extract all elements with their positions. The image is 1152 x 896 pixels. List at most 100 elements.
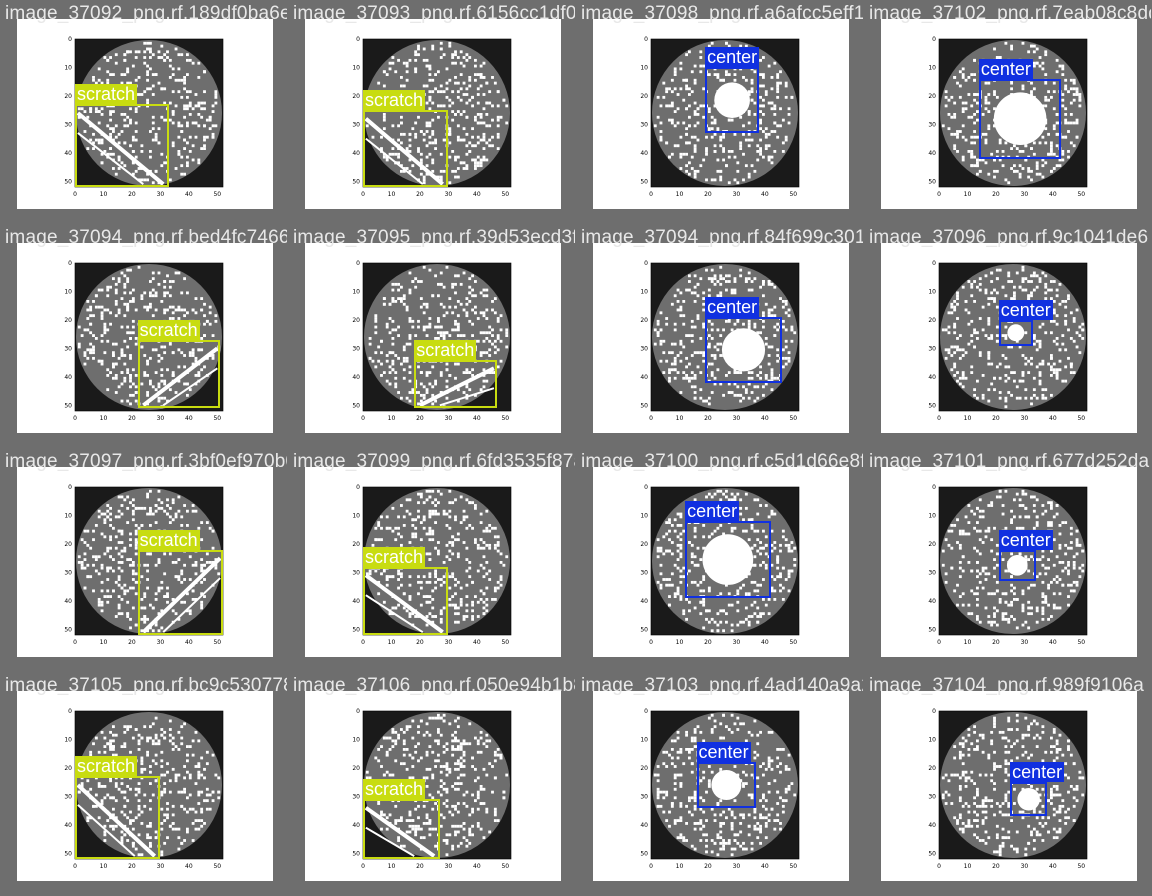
die-pixel — [177, 790, 181, 794]
die-pixel — [465, 297, 469, 300]
die-pixel — [696, 294, 700, 298]
die-pixel — [454, 578, 457, 581]
die-pixel — [710, 277, 714, 281]
die-pixel — [756, 396, 760, 400]
die-pixel — [171, 121, 175, 125]
die-pixel — [109, 518, 112, 522]
die-pixel — [140, 93, 144, 96]
die-pixel — [92, 348, 95, 352]
die-pixel — [89, 351, 93, 355]
die-pixel — [787, 356, 791, 360]
die-pixel — [693, 113, 697, 116]
die-pixel — [391, 606, 395, 610]
die-pixel — [183, 314, 186, 318]
die-pixel — [953, 325, 957, 329]
die-pixel — [188, 609, 192, 613]
die-pixel — [1021, 609, 1025, 613]
die-pixel — [123, 274, 127, 278]
y-tick-label: 40 — [64, 374, 72, 381]
die-pixel — [476, 121, 480, 125]
die-pixel — [485, 113, 489, 116]
die-pixel — [439, 41, 443, 45]
y-tick-label: 20 — [640, 541, 648, 548]
die-pixel — [200, 600, 204, 604]
die-pixel — [468, 78, 472, 82]
die-pixel — [750, 603, 754, 607]
die-pixel — [1041, 175, 1045, 179]
center-bounding-box — [685, 521, 771, 598]
die-pixel — [109, 371, 112, 374]
die-pixel — [1030, 280, 1033, 283]
die-pixel — [505, 331, 509, 335]
die-pixel — [753, 101, 757, 105]
die-pixel — [779, 575, 782, 579]
die-pixel — [166, 368, 169, 372]
image-filename: image_37097_png.rf.3bf0ef970b0d4eb17444 — [5, 451, 287, 472]
die-pixel — [1055, 132, 1059, 136]
die-pixel — [174, 827, 178, 831]
die-pixel — [1032, 342, 1036, 346]
die-pixel — [479, 64, 483, 68]
die-pixel — [428, 509, 432, 513]
die-pixel — [197, 776, 201, 780]
die-pixel — [485, 529, 489, 533]
die-pixel — [431, 101, 435, 105]
die-pixel — [191, 351, 195, 355]
die-pixel — [434, 382, 437, 386]
die-pixel — [428, 572, 432, 576]
die-pixel — [471, 144, 474, 148]
die-pixel — [448, 598, 452, 601]
die-pixel — [382, 127, 386, 131]
die-pixel — [719, 138, 723, 142]
die-pixel — [679, 552, 683, 556]
die-pixel — [134, 538, 138, 542]
die-pixel — [126, 70, 130, 74]
die-pixel — [126, 50, 130, 54]
die-pixel — [1030, 294, 1033, 298]
die-pixel — [688, 600, 691, 604]
die-pixel — [1041, 67, 1045, 71]
die-pixel — [1078, 104, 1082, 108]
die-pixel — [762, 294, 765, 298]
die-pixel — [753, 325, 757, 329]
die-pixel — [744, 529, 748, 533]
die-pixel — [1030, 44, 1033, 48]
die-pixel — [388, 575, 392, 579]
die-pixel — [739, 506, 743, 510]
die-pixel — [149, 130, 152, 133]
die-pixel — [100, 589, 104, 593]
die-pixel — [502, 98, 506, 102]
die-pixel — [149, 50, 152, 54]
die-pixel — [468, 291, 472, 295]
die-pixel — [149, 382, 152, 386]
die-pixel — [656, 331, 660, 335]
die-pixel — [1010, 518, 1013, 522]
die-pixel — [976, 110, 979, 113]
die-pixel — [685, 87, 688, 91]
die-pixel — [978, 288, 982, 292]
die-pixel — [770, 376, 774, 380]
die-pixel — [479, 158, 483, 162]
x-tick-label: 0 — [937, 415, 941, 422]
die-pixel — [194, 356, 198, 360]
die-pixel — [197, 348, 201, 352]
die-pixel — [154, 291, 158, 295]
die-pixel — [140, 606, 144, 610]
die-pixel — [496, 337, 500, 340]
die-pixel — [92, 538, 95, 542]
die-pixel — [462, 391, 466, 394]
die-pixel — [1027, 294, 1031, 298]
die-pixel — [725, 280, 728, 283]
die-pixel — [171, 144, 175, 148]
die-pixel — [1058, 158, 1062, 162]
die-pixel — [1030, 81, 1033, 85]
y-tick-label: 0 — [356, 36, 360, 43]
die-pixel — [990, 538, 994, 542]
die-pixel — [129, 586, 132, 590]
die-pixel — [1052, 107, 1056, 111]
die-pixel — [1041, 362, 1045, 366]
die-pixel — [673, 67, 677, 71]
die-pixel — [981, 509, 985, 513]
die-pixel — [950, 524, 954, 527]
die-pixel — [784, 356, 788, 360]
